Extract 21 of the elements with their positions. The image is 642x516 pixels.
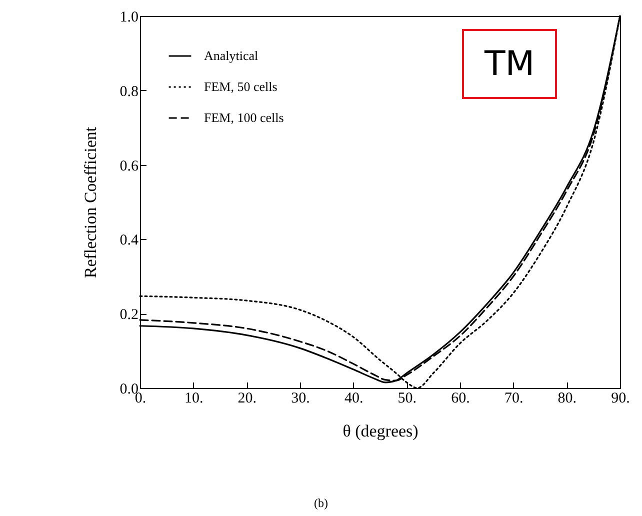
text: (b): [313, 496, 329, 511]
x-tick-label: 10.: [184, 390, 204, 406]
x-tick-label: 30.: [291, 390, 310, 406]
y-axis-title: Reflection Coefficient: [80, 126, 100, 278]
legend-label: FEM, 100 cells: [204, 110, 284, 125]
box-outline: TM: [462, 29, 557, 99]
x-tick-label: 40.: [344, 390, 364, 406]
x-axis-title: θ (degrees): [342, 422, 418, 440]
x-tick-label: 50.: [398, 390, 417, 406]
x-tick-label: 20.: [238, 390, 257, 406]
x-tick-label: 90.: [611, 390, 630, 406]
x-tick-label: 60.: [451, 390, 470, 406]
y-tick-label: 1.0: [120, 10, 138, 26]
legend-label: FEM, 50 cells: [204, 79, 278, 94]
y-tick-label: 0.6: [120, 158, 139, 174]
y-tick-label: 0.2: [120, 307, 138, 324]
x-tick-label: 70.: [504, 390, 524, 406]
y-tick-label: 0.8: [120, 84, 138, 100]
x-tick-label: 80.: [558, 390, 577, 406]
y-tick-label: 0.4: [120, 232, 139, 249]
legend-label: Analytical: [204, 48, 259, 63]
